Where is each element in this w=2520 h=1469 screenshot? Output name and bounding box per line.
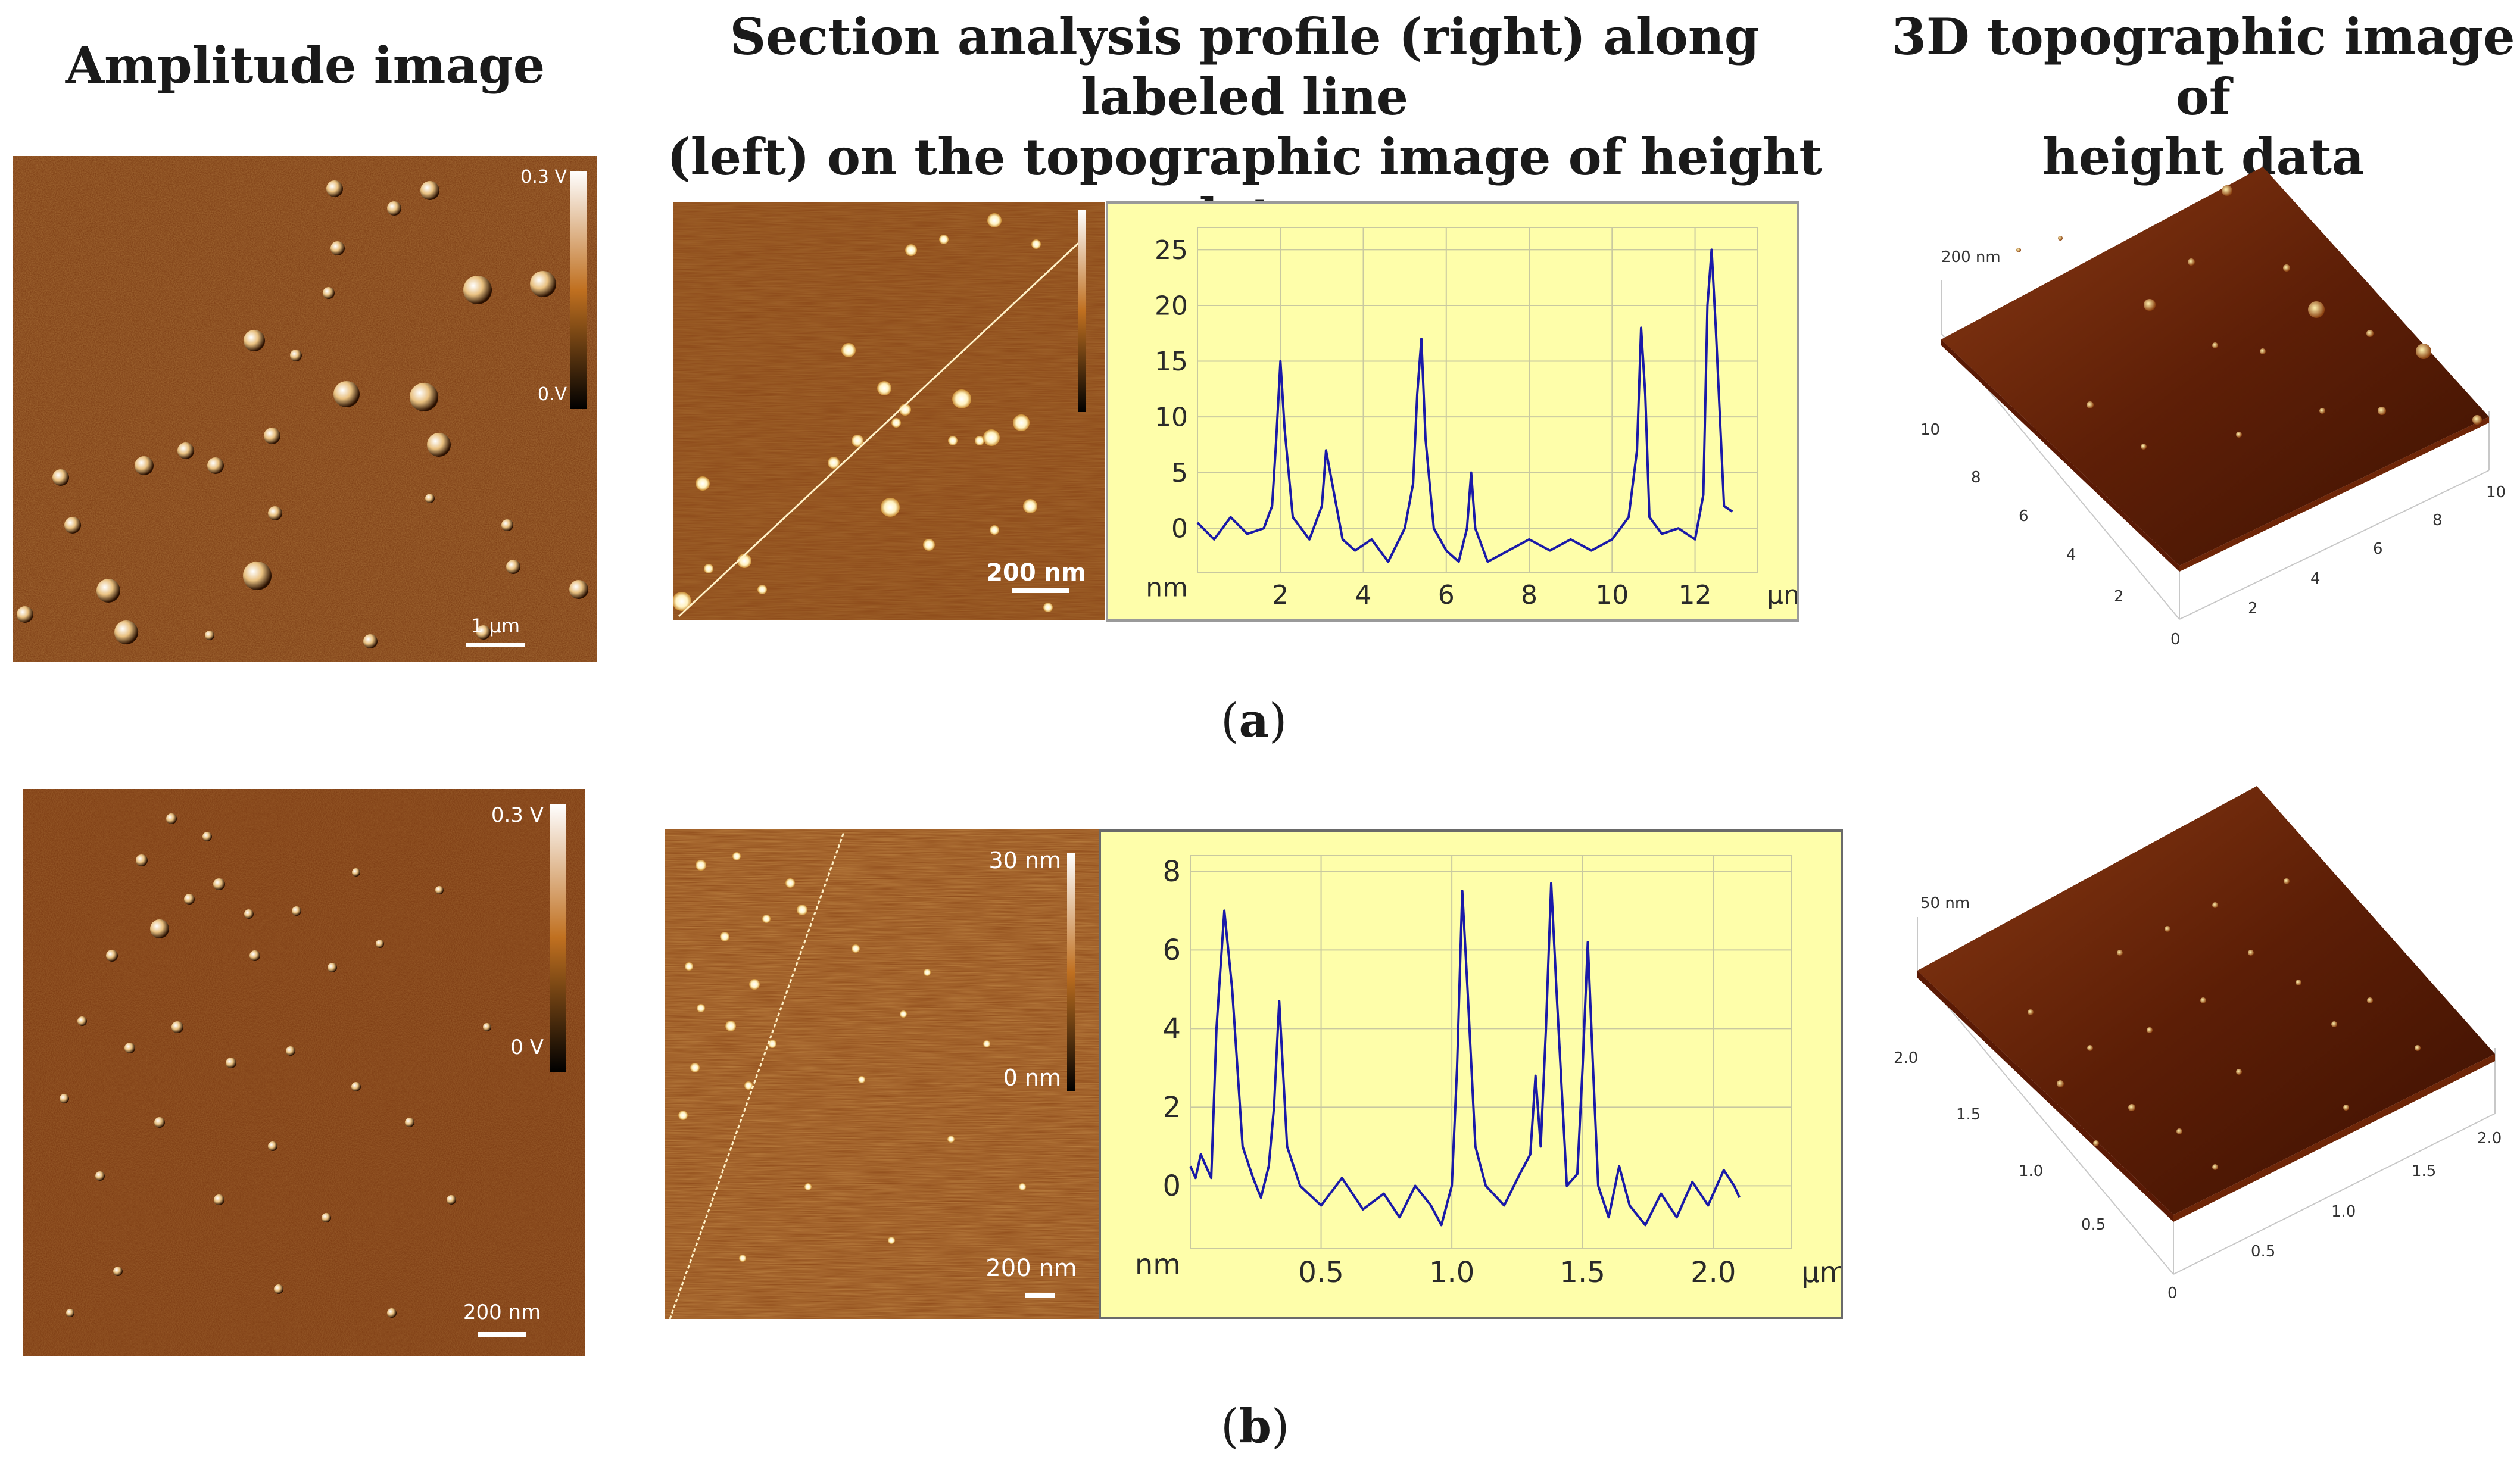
y-tick-label: 2 xyxy=(1162,1091,1181,1124)
particles xyxy=(17,180,588,648)
scalebar xyxy=(466,643,525,647)
amplitude-image-b: 0.3 V 0 V 200 nm xyxy=(23,789,585,1356)
surface-peaks xyxy=(2016,185,2482,450)
caption-a: (a) xyxy=(1221,694,1287,748)
z-label: 50 nm xyxy=(1920,894,1970,912)
section-line xyxy=(669,832,845,1319)
svg-text:2.0: 2.0 xyxy=(1894,1049,1918,1067)
y-tick-label: 0 xyxy=(1162,1169,1181,1203)
left-axis-labels: 10 8 6 4 2 0 xyxy=(1920,421,2181,648)
svg-text:0: 0 xyxy=(2167,1284,2178,1298)
x-tick-label: 4 xyxy=(1355,580,1372,610)
surface xyxy=(1941,167,2489,566)
header-3d-topographic: 3D topographic image of height data xyxy=(1891,7,2515,186)
y-tick-label: 25 xyxy=(1155,235,1188,266)
series-line xyxy=(1196,248,1733,563)
x-tick-label: 1.0 xyxy=(1429,1256,1474,1289)
svg-text:2: 2 xyxy=(2114,588,2124,606)
y-tick-label: 15 xyxy=(1155,347,1188,377)
particles xyxy=(678,852,1026,1262)
profile-chart-b-plot: 0.5 1.0 1.5 2.0 0 2 4 6 8 nm µm xyxy=(1135,855,1847,1289)
y-tick-label: 20 xyxy=(1155,291,1188,321)
scalebar-label: 200 nm xyxy=(463,1300,541,1324)
x-axis-unit: µm xyxy=(1767,580,1797,610)
y-tick-label: 10 xyxy=(1155,402,1188,432)
svg-text:1.0: 1.0 xyxy=(2019,1162,2043,1180)
colorbar xyxy=(1067,853,1075,1091)
z-label: 200 nm xyxy=(1941,248,2001,266)
y-tick-label: 5 xyxy=(1171,458,1188,488)
y-axis-unit: nm xyxy=(1135,1248,1181,1281)
colorbar xyxy=(550,804,566,1072)
x-tick-label: 8 xyxy=(1521,580,1537,610)
caption-b: (b) xyxy=(1221,1399,1290,1454)
svg-text:10: 10 xyxy=(2486,484,2506,501)
scalebar xyxy=(478,1332,526,1337)
colorbar-bottom-label: 0 V xyxy=(510,1036,544,1059)
svg-text:6: 6 xyxy=(2019,507,2029,525)
section-line xyxy=(678,237,1085,617)
amplitude-image-a: 0.3 V 0.V 1 µm xyxy=(13,156,597,662)
x-tick-label: 12 xyxy=(1679,580,1712,610)
svg-text:6: 6 xyxy=(2373,540,2383,558)
svg-text:1.0: 1.0 xyxy=(2331,1203,2356,1221)
y-tick-label: 6 xyxy=(1162,934,1181,967)
svg-text:0.5: 0.5 xyxy=(2081,1216,2106,1234)
x-tick-label: 10 xyxy=(1595,580,1629,610)
svg-text:0.5: 0.5 xyxy=(2251,1243,2275,1261)
particles xyxy=(673,213,1053,612)
scalebar xyxy=(1012,588,1069,593)
scalebar-label: 1 µm xyxy=(471,615,520,637)
x-tick-label: 6 xyxy=(1438,580,1455,610)
svg-text:4: 4 xyxy=(2066,546,2076,564)
height-image-b: 30 nm 0 nm 200 nm xyxy=(665,829,1099,1319)
colorbar-top-label: 0.3 V xyxy=(491,803,544,827)
topo3d-a: 200 nm 10 8 6 4 2 0 2 4 6 8 10 xyxy=(1920,167,2506,648)
svg-text:2: 2 xyxy=(2248,600,2258,617)
svg-text:1.5: 1.5 xyxy=(2412,1162,2436,1180)
x-tick-label: 2 xyxy=(1272,580,1289,610)
topo3d-b: 50 nm 2.0 1.5 1.0 0.5 0 0.5 1.0 1.5 2.0 xyxy=(1894,786,2502,1298)
colorbar-top-label: 30 nm xyxy=(988,847,1061,874)
x-tick-label: 0.5 xyxy=(1298,1256,1343,1289)
colorbar xyxy=(570,171,587,409)
y-tick-label: 0 xyxy=(1171,514,1188,544)
x-tick-label: 1.5 xyxy=(1560,1256,1605,1289)
scalebar-label: 200 nm xyxy=(985,1255,1077,1282)
svg-text:1.5: 1.5 xyxy=(1956,1106,1981,1124)
left-axis-labels: 2.0 1.5 1.0 0.5 0 xyxy=(1894,1049,2178,1298)
x-tick-label: 2.0 xyxy=(1691,1256,1736,1289)
colorbar-bottom-label: 0.V xyxy=(538,384,567,405)
header-section-analysis: Section analysis profile (right) along l… xyxy=(666,7,1823,246)
svg-text:2.0: 2.0 xyxy=(2477,1130,2502,1147)
svg-text:0: 0 xyxy=(2170,631,2181,648)
colorbar-top-label: 0.3 V xyxy=(520,167,567,188)
right-axis-labels: 2 4 6 8 10 xyxy=(2248,484,2506,617)
plot-frame xyxy=(1190,855,1792,1249)
scalebar-label: 200 nm xyxy=(986,559,1086,587)
surface-peaks xyxy=(2028,878,2421,1170)
colorbar xyxy=(1078,210,1086,412)
svg-text:8: 8 xyxy=(1971,469,1981,486)
profile-chart-b: 0.5 1.0 1.5 2.0 0 2 4 6 8 nm µm xyxy=(1099,829,1847,1319)
header-amplitude: Amplitude image xyxy=(65,36,545,95)
scalebar xyxy=(1025,1293,1055,1298)
height-image-a: 200 nm xyxy=(673,202,1105,620)
particles xyxy=(60,813,491,1318)
svg-text:10: 10 xyxy=(1920,421,1940,439)
svg-text:8: 8 xyxy=(2432,512,2443,529)
plot-frame xyxy=(1197,227,1758,573)
axes-box xyxy=(1917,917,2496,1275)
svg-text:4: 4 xyxy=(2310,570,2321,588)
x-axis-unit: µm xyxy=(1801,1256,1841,1289)
colorbar-bottom-label: 0 nm xyxy=(1003,1065,1061,1091)
profile-chart-a: 2 4 6 8 10 12 0 5 10 15 20 25 nm µm xyxy=(1106,201,1809,622)
y-axis-unit: nm xyxy=(1146,573,1188,603)
y-tick-label: 8 xyxy=(1162,855,1181,888)
right-axis-labels: 0.5 1.0 1.5 2.0 xyxy=(2251,1130,2502,1261)
profile-chart-a-plot: 2 4 6 8 10 12 0 5 10 15 20 25 nm µm xyxy=(1146,227,1809,610)
series-line xyxy=(1189,882,1741,1227)
y-tick-label: 4 xyxy=(1162,1012,1181,1046)
